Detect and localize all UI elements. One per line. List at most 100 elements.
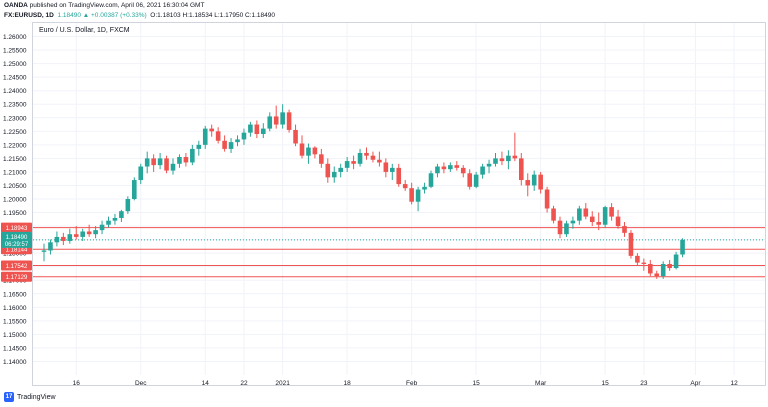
candle-up — [267, 116, 273, 129]
candle-down — [641, 262, 647, 264]
candle-down — [596, 222, 601, 225]
y-tick-label: 1.16000 — [3, 305, 27, 312]
candle-up — [67, 234, 73, 241]
y-tick-label: 1.23500 — [3, 102, 27, 109]
candlestick-chart[interactable]: 1.14000 1.14500 1.15000 1.15500 1.16000 1.165… — [0, 0, 768, 392]
y-tick-label: 1.22000 — [3, 142, 27, 149]
candle-up — [486, 163, 492, 167]
published-text: published on TradingView.com, April 06, … — [29, 2, 205, 9]
candle-down — [151, 158, 156, 166]
candle-up — [228, 142, 234, 149]
chart-title: Euro / U.S. Dollar, 1D, FXCM — [39, 27, 130, 34]
candle-up — [428, 173, 434, 187]
candle-down — [364, 152, 369, 156]
candle-down — [273, 116, 279, 125]
y-tick-label: 1.24000 — [3, 88, 27, 95]
level-price-label: 1.17129 — [6, 275, 28, 281]
candle-down — [183, 157, 189, 163]
candle-up — [261, 128, 266, 135]
x-tick-label: 15 — [602, 380, 610, 387]
last-price-tag — [1, 231, 32, 248]
candle-up — [241, 132, 247, 140]
x-tick-label: 14 — [202, 380, 210, 387]
candle-up — [564, 223, 569, 235]
candle-down — [61, 236, 66, 241]
candle-down — [299, 143, 305, 156]
y-tick-label: 1.20000 — [3, 197, 27, 204]
candle-down — [454, 165, 460, 168]
candle-up — [531, 174, 537, 186]
tradingview-logo-icon: 17 — [4, 392, 14, 402]
candle-up — [125, 199, 131, 212]
y-tick-label: 1.14500 — [3, 345, 27, 352]
y-tick-label: 1.20500 — [3, 183, 27, 190]
candle-down — [209, 128, 214, 132]
candle-up — [673, 254, 679, 269]
x-tick-label: Apr — [690, 380, 701, 387]
candle-up — [48, 242, 53, 251]
candle-down — [325, 163, 331, 178]
candle-up — [248, 124, 253, 133]
footer-brand: TradingView — [17, 393, 56, 401]
candle-up — [344, 161, 350, 168]
level-price-tag — [1, 271, 32, 282]
candle-up — [306, 147, 311, 156]
y-tick-label: 1.26000 — [3, 34, 27, 41]
candle-up — [144, 158, 150, 167]
price-change: 1.18490 ▲ +0.00387 (+0.33%) — [57, 12, 147, 19]
candle-up — [422, 186, 427, 190]
candle-down — [589, 216, 595, 223]
candle-up — [190, 148, 195, 163]
candle-down — [409, 188, 414, 202]
candle-down — [215, 131, 221, 141]
candle-down — [293, 129, 298, 144]
symbol-info: FX:EURUSD, 1D 1.18490 ▲ +0.00387 (+0.33%… — [4, 12, 275, 19]
candle-down — [351, 161, 356, 164]
candle-up — [415, 189, 421, 202]
candle-down — [254, 124, 260, 135]
candle-down — [377, 159, 382, 163]
candle-down — [402, 184, 408, 189]
candle-up — [280, 112, 285, 125]
x-tick-label: Mar — [535, 380, 547, 387]
chart-frame[interactable] — [32, 22, 766, 386]
candle-up — [202, 128, 208, 145]
countdown-label: 06:29:57 — [5, 242, 29, 248]
x-tick-label: 15 — [473, 380, 481, 387]
ohlc-readout: O:1.18103 H:1.18534 L:1.17950 C:1.18490 — [150, 12, 275, 19]
candle-down — [396, 167, 402, 185]
candle-up — [331, 171, 337, 178]
candle-down — [499, 158, 505, 162]
candle-down — [525, 180, 531, 186]
x-tick-label: Dec — [135, 380, 147, 387]
y-tick-label: 1.16500 — [3, 291, 27, 298]
y-tick-label: 1.24500 — [3, 75, 27, 82]
candle-up — [660, 263, 666, 277]
y-tick-label: 1.15500 — [3, 318, 27, 325]
candle-up — [54, 236, 60, 243]
candle-up — [390, 167, 395, 172]
candle-down — [551, 208, 556, 221]
x-tick-label: 16 — [73, 380, 81, 387]
candle-up — [680, 239, 685, 255]
candle-up — [80, 231, 85, 237]
y-tick-label: 1.21000 — [3, 169, 27, 176]
symbol-label: FX:EURUSD, 1D — [4, 12, 54, 19]
candle-down — [73, 234, 79, 237]
candle-up — [235, 139, 240, 143]
candle-down — [460, 167, 466, 174]
candle-up — [435, 166, 440, 174]
candle-down — [557, 220, 563, 235]
y-tick-label: 1.15000 — [3, 332, 27, 339]
candle-up — [106, 220, 111, 225]
y-tick-label: 1.23000 — [3, 115, 27, 122]
x-tick-label: 12 — [731, 380, 739, 387]
candle-down — [370, 155, 376, 160]
candle-down — [635, 255, 640, 263]
candle-up — [119, 211, 124, 218]
candle-down — [86, 231, 92, 235]
candle-down — [609, 207, 614, 217]
candle-down — [467, 173, 472, 187]
candle-down — [512, 155, 518, 159]
candle-up — [177, 157, 182, 164]
